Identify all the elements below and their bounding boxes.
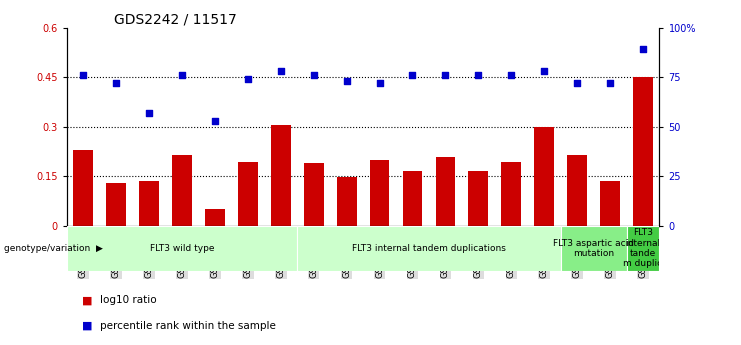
Text: FLT3 internal tandem duplications: FLT3 internal tandem duplications (352, 244, 506, 253)
Point (407, 72, 419, 78)
Bar (627, 226, 659, 271)
Text: percentile rank within the sample: percentile rank within the sample (100, 321, 276, 331)
Point (373, 80, 385, 86)
Bar (271, 125, 290, 226)
Point (143, 110, 155, 116)
Point (571, 80, 583, 86)
Bar (600, 181, 620, 226)
Bar (205, 209, 225, 226)
Point (77, 72, 89, 78)
Bar (568, 155, 587, 226)
Point (242, 77, 253, 82)
Bar (370, 160, 390, 226)
Text: ■: ■ (82, 295, 92, 305)
Point (308, 72, 319, 78)
Point (473, 72, 485, 78)
Point (439, 72, 451, 78)
Bar (67, 226, 297, 271)
Bar (633, 77, 653, 226)
Text: ■: ■ (82, 321, 92, 331)
Bar (172, 155, 192, 226)
Point (604, 80, 616, 86)
Point (505, 72, 517, 78)
Bar (106, 183, 126, 226)
Bar (304, 163, 324, 226)
Bar (534, 127, 554, 226)
Bar (402, 171, 422, 226)
Bar (238, 161, 258, 226)
Point (176, 72, 188, 78)
Bar (468, 171, 488, 226)
Text: log10 ratio: log10 ratio (100, 295, 156, 305)
Bar (297, 226, 561, 271)
Point (275, 68, 287, 74)
Text: genotype/variation  ▶: genotype/variation ▶ (4, 244, 102, 253)
Bar (73, 150, 93, 226)
Bar (436, 157, 455, 226)
Bar (139, 181, 159, 226)
Point (110, 80, 122, 86)
Text: FLT3 aspartic acid
mutation: FLT3 aspartic acid mutation (553, 239, 634, 258)
Point (341, 78, 353, 84)
Point (209, 118, 221, 124)
Bar (502, 161, 521, 226)
Bar (561, 226, 627, 271)
Text: GDS2242 / 11517: GDS2242 / 11517 (114, 12, 237, 27)
Point (637, 47, 649, 52)
Text: FLT3
internal
tande
m duplic: FLT3 internal tande m duplic (623, 228, 662, 268)
Point (538, 68, 550, 74)
Text: FLT3 wild type: FLT3 wild type (150, 244, 214, 253)
Bar (336, 177, 356, 226)
